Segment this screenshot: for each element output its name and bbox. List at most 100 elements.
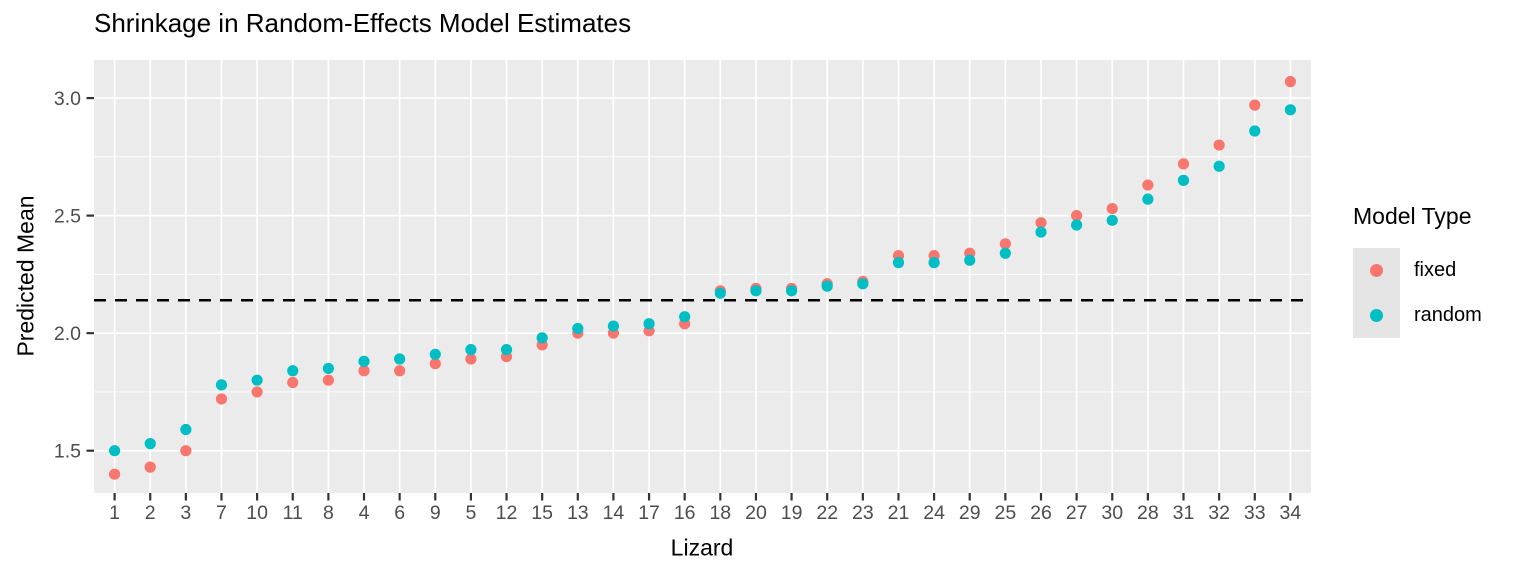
data-point-random [536, 332, 548, 344]
x-tick-label: 3 [180, 502, 191, 524]
panel-background [94, 60, 1311, 493]
x-tick-label: 13 [567, 502, 589, 524]
data-point-fixed [429, 358, 441, 370]
x-tick-label: 8 [323, 502, 334, 524]
legend-title: Model Type [1353, 203, 1472, 229]
data-point-random [643, 318, 655, 330]
x-tick-label: 20 [745, 502, 767, 524]
x-tick-label: 16 [674, 502, 696, 524]
data-point-random [928, 257, 940, 269]
data-point-fixed [322, 374, 334, 386]
chart-title: Shrinkage in Random-Effects Model Estima… [94, 8, 632, 38]
x-axis-title: Lizard [670, 534, 734, 561]
x-tick-label: 12 [496, 502, 518, 524]
data-point-random [144, 438, 156, 450]
x-tick-label: 26 [1030, 502, 1052, 524]
data-point-random [322, 362, 334, 375]
data-point-random [215, 379, 228, 391]
x-tick-label: 32 [1208, 502, 1230, 524]
data-point-fixed [999, 238, 1011, 250]
legend-dot-random [1370, 309, 1383, 322]
data-point-fixed [1142, 179, 1154, 191]
data-point-fixed [1249, 99, 1261, 111]
data-point-random [892, 257, 905, 269]
data-point-fixed [144, 461, 156, 473]
data-point-random [964, 254, 976, 266]
data-point-random [607, 320, 620, 332]
x-tick-label: 15 [531, 502, 553, 524]
data-point-fixed [215, 393, 228, 405]
data-point-random [999, 247, 1011, 259]
data-point-random [750, 285, 762, 297]
y-tick-label: 2.5 [54, 205, 81, 227]
data-point-fixed [1177, 158, 1190, 170]
x-tick-label: 11 [283, 502, 303, 524]
x-tick-label: 7 [216, 502, 227, 524]
x-tick-label: 30 [1101, 502, 1123, 524]
x-tick-label: 14 [603, 502, 625, 524]
legend-key-fixed [1353, 248, 1400, 293]
x-tick-label: 33 [1244, 502, 1266, 524]
x-tick-label: 9 [430, 502, 441, 524]
data-point-random [1035, 226, 1047, 238]
data-point-random [857, 278, 869, 290]
data-point-random [465, 344, 477, 356]
y-tick-label: 2.0 [54, 323, 81, 345]
data-point-random [358, 355, 370, 367]
legend-item-random: random [1353, 293, 1482, 338]
x-tick-label: 6 [394, 502, 405, 524]
data-point-random [1213, 160, 1225, 172]
x-tick-label: 21 [888, 502, 910, 524]
x-tick-label: 28 [1137, 502, 1159, 524]
data-point-random [500, 344, 513, 356]
legend-label-random: random [1414, 304, 1482, 326]
legend-label-fixed: fixed [1414, 259, 1457, 281]
x-tick-label: 22 [816, 502, 838, 524]
y-tick-label: 1.5 [54, 441, 81, 463]
data-point-fixed [109, 468, 121, 480]
data-point-fixed [287, 376, 299, 389]
data-point-random [572, 322, 584, 335]
legend-keys: fixed random [1353, 248, 1482, 338]
x-tick-label: 34 [1280, 502, 1302, 524]
data-point-random [109, 445, 121, 457]
legend-key-random [1353, 293, 1400, 338]
data-point-fixed [1106, 202, 1118, 215]
data-point-fixed [1284, 76, 1296, 88]
data-point-random [1071, 219, 1083, 231]
data-point-random [1284, 104, 1296, 116]
x-tick-label: 2 [145, 502, 156, 524]
data-point-fixed [394, 365, 406, 377]
x-tick-label: 24 [923, 502, 945, 524]
data-point-random [785, 285, 798, 297]
x-tick-label: 29 [959, 502, 981, 524]
x-tick-label: 23 [852, 502, 874, 524]
data-point-fixed [1213, 139, 1225, 151]
x-tick-label: 31 [1173, 502, 1195, 524]
data-point-random [1106, 214, 1118, 226]
y-tick-label: 3.0 [54, 88, 81, 110]
x-tick-label: 17 [638, 502, 660, 524]
x-tick-label: 18 [709, 502, 731, 524]
x-tick-label: 27 [1066, 502, 1088, 524]
x-tick-label: 19 [781, 502, 803, 524]
data-point-random [287, 365, 299, 377]
legend-item-fixed: fixed [1353, 248, 1482, 293]
data-point-random [714, 287, 726, 299]
data-point-random [429, 348, 441, 360]
x-tick-label: 10 [246, 502, 268, 524]
x-tick-label: 25 [995, 502, 1017, 524]
data-point-random [821, 280, 833, 292]
data-point-fixed [180, 445, 192, 457]
x-tick-label: 4 [359, 502, 370, 524]
data-point-random [180, 423, 192, 436]
data-point-random [1142, 193, 1154, 205]
data-point-random [394, 353, 406, 365]
data-point-random [251, 374, 263, 386]
data-point-random [1249, 125, 1261, 137]
data-point-fixed [465, 353, 477, 365]
data-point-fixed [251, 386, 263, 398]
x-tick-label: 1 [109, 502, 120, 524]
x-tick-label: 5 [465, 502, 476, 524]
